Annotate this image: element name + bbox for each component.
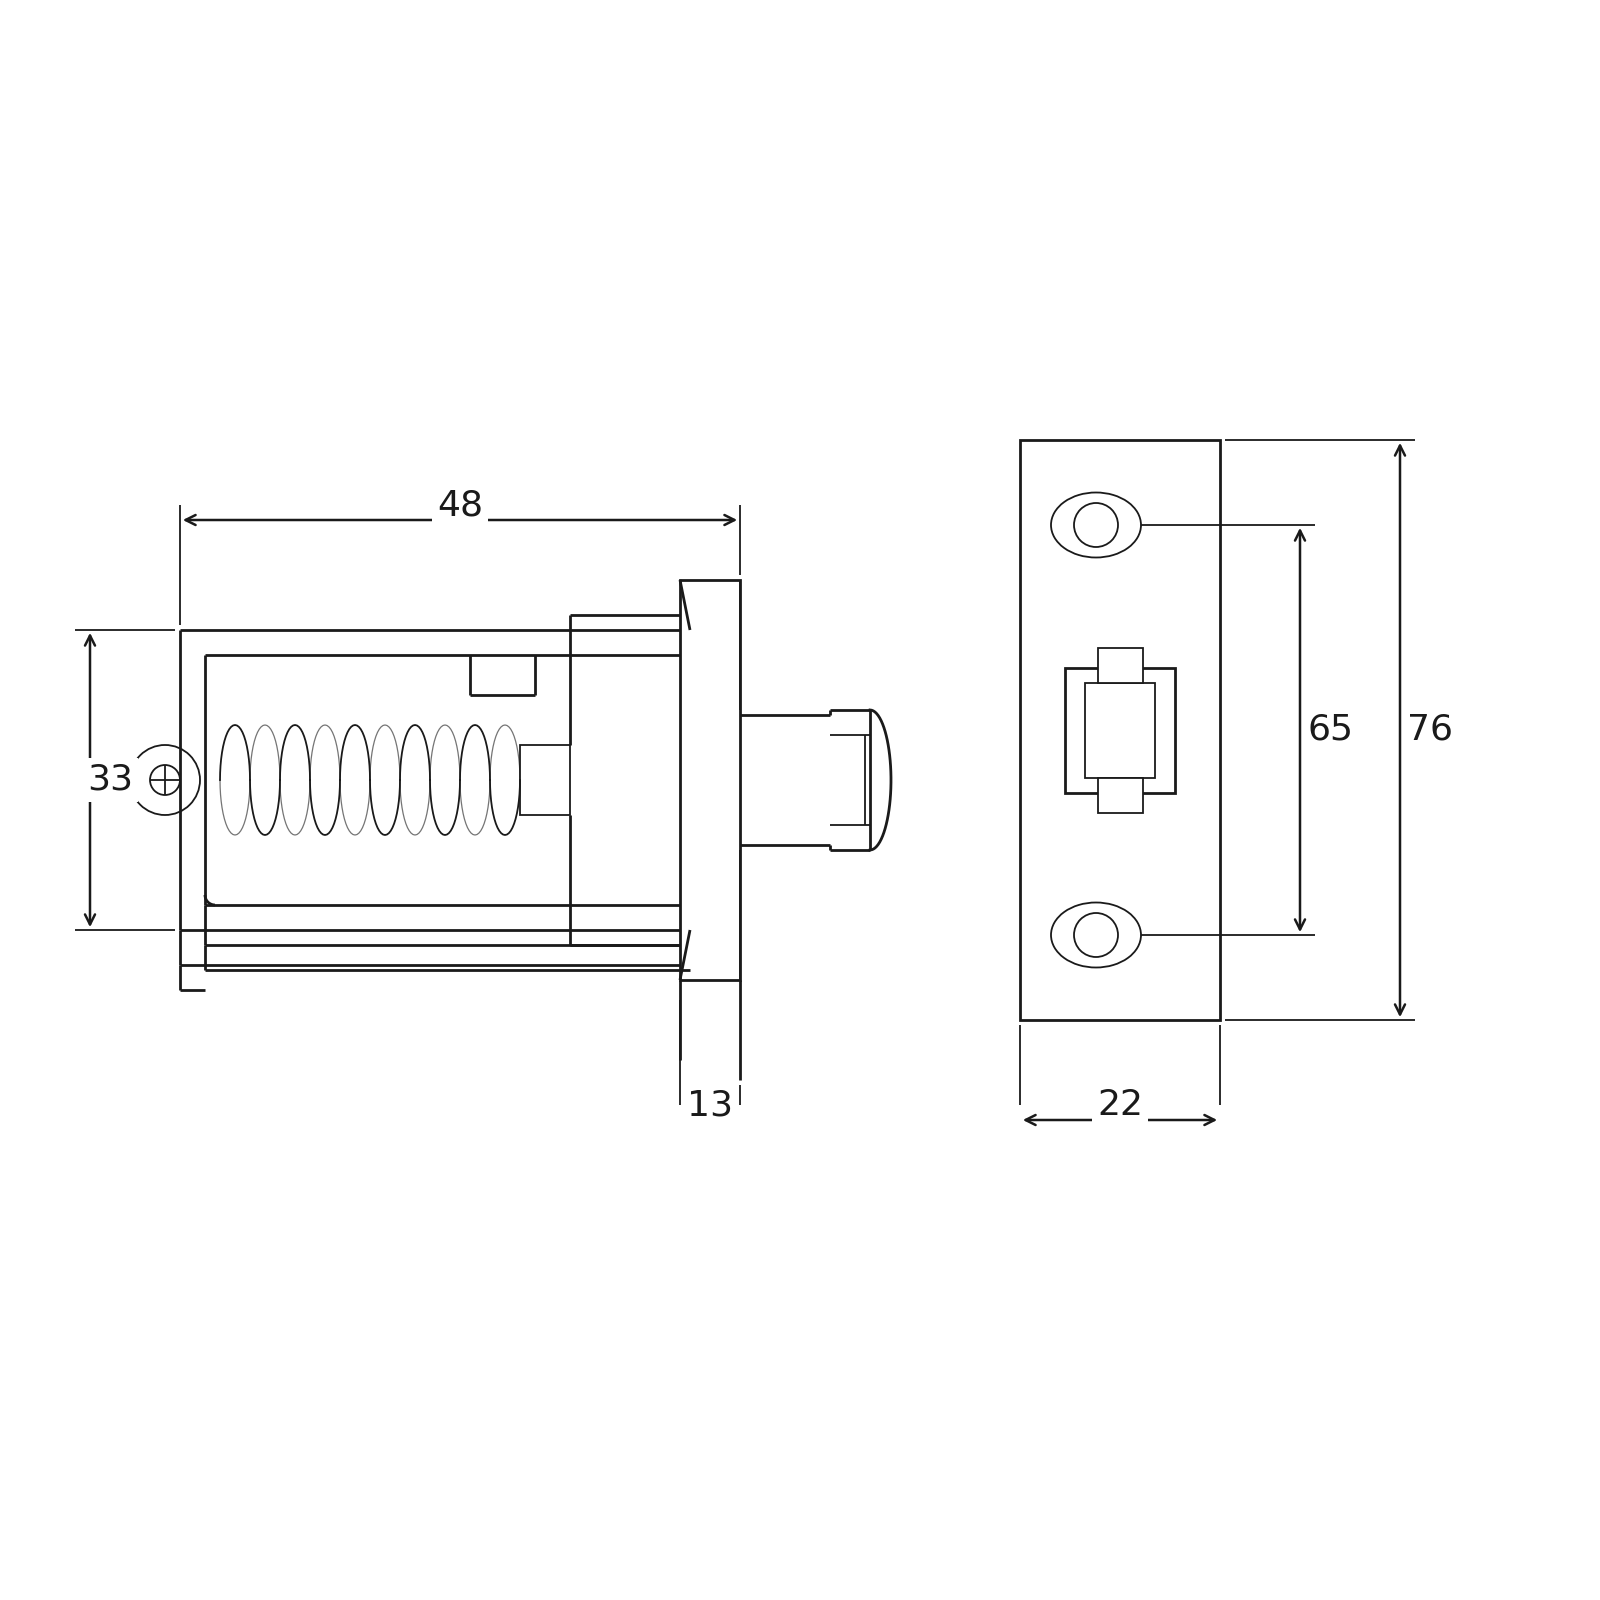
Text: 65: 65	[1307, 714, 1354, 747]
Bar	[1098, 648, 1142, 683]
Text: 13: 13	[686, 1088, 733, 1122]
Bar	[520, 746, 570, 814]
Bar	[680, 579, 739, 979]
Text: 76: 76	[1406, 714, 1453, 747]
Bar	[1085, 683, 1155, 778]
Text: 33: 33	[86, 763, 133, 797]
Text: 48: 48	[437, 488, 483, 522]
Bar	[1098, 778, 1142, 813]
Text: 22: 22	[1098, 1088, 1142, 1122]
Bar	[1066, 667, 1174, 792]
Bar	[1021, 440, 1221, 1021]
